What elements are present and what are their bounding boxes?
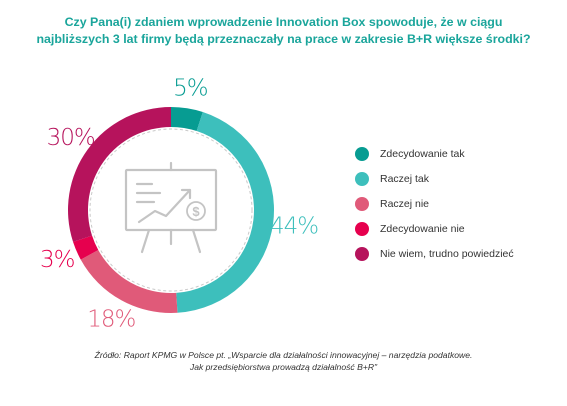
- legend-swatch: [355, 247, 369, 261]
- source-line-2: Jak przedsiębiorstwa prowadzą działalnoś…: [189, 362, 378, 372]
- legend-item-zdecydowanie-tak: Zdecydowanie tak: [355, 142, 555, 166]
- slice-nie-wiem-trudno-powiedzieć: [67, 106, 171, 242]
- legend-swatch: [355, 197, 369, 211]
- svg-text:$: $: [192, 204, 200, 219]
- percentage-labels: 5% 44% 18% 3% 30%: [40, 76, 319, 333]
- legend-label: Raczej nie: [380, 198, 430, 210]
- chart-title-line-2: najbliższych 3 lat firmy będą przeznacza…: [36, 32, 531, 46]
- donut-slices: [67, 106, 274, 313]
- data-label: 5%: [173, 76, 208, 102]
- legend-label: Zdecydowanie nie: [380, 223, 465, 235]
- legend-label: Zdecydowanie tak: [380, 148, 465, 160]
- legend-swatch: [355, 172, 369, 186]
- data-label: 30%: [47, 125, 95, 151]
- legend-item-raczej-nie: Raczej nie: [355, 192, 555, 216]
- legend-label: Raczej tak: [380, 173, 430, 185]
- chart-title-line-1: Czy Pana(i) zdaniem wprowadzenie Innovat…: [64, 15, 503, 29]
- legend-item-raczej-tak: Raczej tak: [355, 167, 555, 191]
- data-label: 18%: [87, 307, 135, 333]
- slice-raczej-nie: [80, 249, 178, 313]
- legend: Zdecydowanie tak Raczej tak Raczej nie Z…: [355, 142, 555, 267]
- slice-zdecydowanie-tak: [171, 107, 203, 132]
- data-label: 3%: [40, 247, 75, 273]
- legend-item-zdecydowanie-nie: Zdecydowanie nie: [355, 217, 555, 241]
- data-label: 44%: [270, 214, 318, 240]
- slice-raczej-tak: [176, 112, 274, 313]
- chart-title: Czy Pana(i) zdaniem wprowadzenie Innovat…: [20, 14, 547, 48]
- legend-swatch: [355, 147, 369, 161]
- slice-zdecydowanie-nie: [73, 235, 99, 260]
- legend-label: Nie wiem, trudno powiedzieć: [380, 248, 514, 260]
- source-note: Źródło: Raport KPMG w Polsce pt. „Wsparc…: [20, 349, 547, 373]
- presentation-board-dollar-icon: $: [124, 161, 218, 254]
- legend-item-nie-wiem: Nie wiem, trudno powiedzieć: [355, 242, 555, 266]
- inner-dashed-ring: [89, 128, 253, 292]
- legend-swatch: [355, 222, 369, 236]
- source-line-1: Źródło: Raport KPMG w Polsce pt. „Wsparc…: [94, 350, 473, 360]
